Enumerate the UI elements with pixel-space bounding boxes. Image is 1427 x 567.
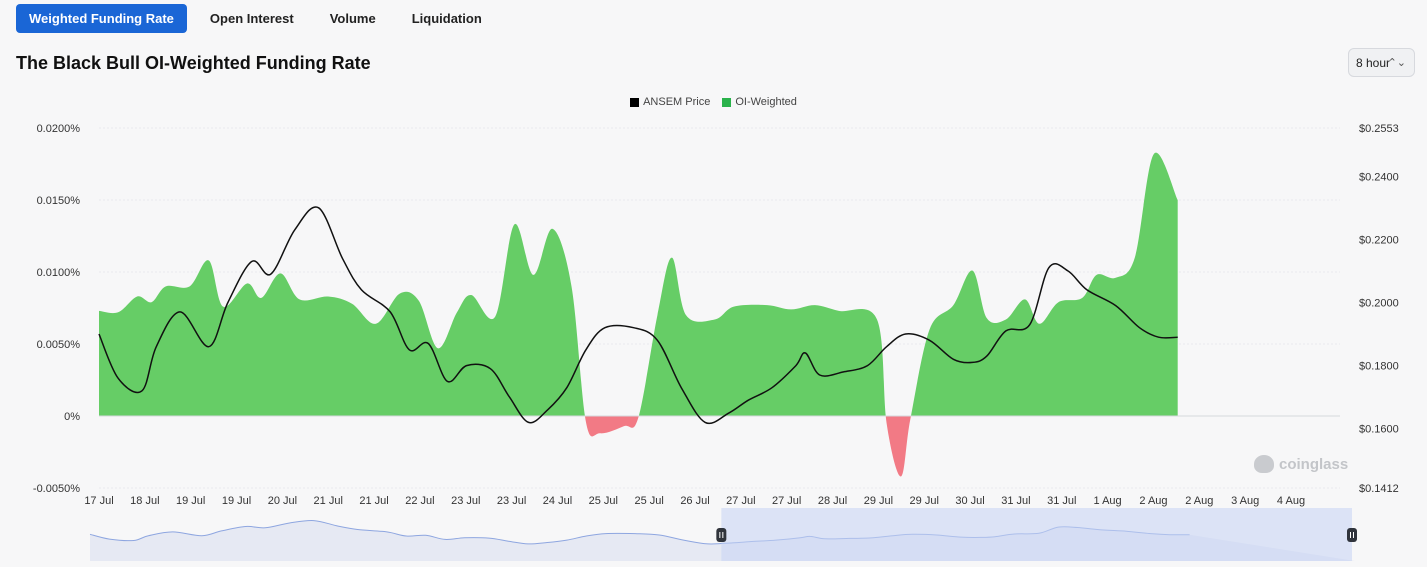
negative-funding-area xyxy=(99,416,1178,477)
x-tick-label: 20 Jul xyxy=(268,495,297,507)
coinglass-logo-icon xyxy=(1254,455,1274,473)
x-tick-label: 23 Jul xyxy=(451,495,480,507)
tab-weighted-funding-rate[interactable]: Weighted Funding Rate xyxy=(16,4,187,33)
x-tick-label: 19 Jul xyxy=(222,495,251,507)
y-left-tick-label: -0.0050% xyxy=(33,483,80,495)
x-tick-label: 29 Jul xyxy=(910,495,939,507)
navigator-selection xyxy=(721,508,1352,561)
y-left-tick-label: 0% xyxy=(64,411,80,423)
y-right-tick-label: $0.2000 xyxy=(1359,297,1399,309)
x-tick-label: 24 Jul xyxy=(543,495,572,507)
chart-tabs: Weighted Funding Rate Open Interest Volu… xyxy=(16,4,495,33)
x-tick-label: 30 Jul xyxy=(955,495,984,507)
y-right-tick-label: $0.2553 xyxy=(1359,123,1399,135)
range-navigator[interactable] xyxy=(89,508,1357,561)
chevron-up-down-icon: ⌃⌄ xyxy=(1387,57,1406,69)
interval-select[interactable]: 8 hour ⌃⌄ xyxy=(1348,48,1415,77)
y-right-tick-label: $0.1800 xyxy=(1359,361,1399,373)
y-left-tick-label: 0.0200% xyxy=(37,123,81,135)
x-tick-label: 22 Jul xyxy=(405,495,434,507)
x-tick-label: 27 Jul xyxy=(772,495,801,507)
watermark-text: coinglass xyxy=(1279,455,1349,473)
navigator-right-handle[interactable] xyxy=(1347,528,1357,542)
tab-volume[interactable]: Volume xyxy=(316,4,389,33)
legend-item-price[interactable]: ANSEM Price xyxy=(630,96,710,108)
navigator-left-handle[interactable] xyxy=(716,528,727,542)
x-tick-label: 29 Jul xyxy=(864,495,893,507)
x-tick-label: 2 Aug xyxy=(1185,495,1213,507)
x-tick-label: 2 Aug xyxy=(1139,495,1167,507)
x-tick-label: 18 Jul xyxy=(130,495,159,507)
legend-item-oi[interactable]: OI-Weighted xyxy=(722,96,797,108)
legend-label-oi: OI-Weighted xyxy=(735,96,797,108)
y-right-tick-label: $0.2400 xyxy=(1359,171,1399,183)
tab-open-interest[interactable]: Open Interest xyxy=(196,4,307,33)
y-right-tick-label: $0.1412 xyxy=(1359,483,1399,495)
x-tick-label: 31 Jul xyxy=(1001,495,1030,507)
x-tick-label: 21 Jul xyxy=(359,495,388,507)
x-tick-label: 25 Jul xyxy=(634,495,663,507)
y-left-tick-label: 0.0100% xyxy=(37,267,81,279)
y-left-tick-label: 0.0150% xyxy=(37,195,81,207)
x-tick-label: 17 Jul xyxy=(84,495,113,507)
legend-swatch-price xyxy=(630,97,640,107)
x-tick-label: 19 Jul xyxy=(176,495,205,507)
y-right-tick-label: $0.2200 xyxy=(1359,234,1399,246)
x-tick-label: 26 Jul xyxy=(680,495,709,507)
legend-swatch-oi xyxy=(722,97,732,107)
coinglass-watermark: coinglass xyxy=(1254,455,1348,473)
tab-liquidation[interactable]: Liquidation xyxy=(398,4,495,33)
x-tick-label: 23 Jul xyxy=(497,495,526,507)
positive-funding-area xyxy=(99,152,1178,416)
funding-rate-areas xyxy=(99,152,1178,477)
x-tick-label: 3 Aug xyxy=(1231,495,1259,507)
interval-value: 8 hour xyxy=(1356,56,1391,70)
y-axis-right: $0.2553 $0.2400 $0.2200 $0.2000 $0.1800 $0.16… xyxy=(1359,123,1399,495)
x-tick-label: 4 Aug xyxy=(1277,495,1305,507)
x-tick-label: 28 Jul xyxy=(818,495,847,507)
x-tick-label: 1 Aug xyxy=(1094,495,1122,507)
y-right-tick-label: $0.1600 xyxy=(1359,424,1399,436)
x-tick-label: 21 Jul xyxy=(314,495,343,507)
x-tick-label: 31 Jul xyxy=(1047,495,1076,507)
y-axis-left: 0.0200% 0.0150% 0.0100% 0.0050% 0% -0.0050% xyxy=(33,123,80,495)
ansem-price-line xyxy=(98,206,1178,425)
chart-legend: ANSEM Price OI-Weighted xyxy=(0,96,1427,108)
x-tick-label: 25 Jul xyxy=(589,495,618,507)
chart-title: The Black Bull OI-Weighted Funding Rate xyxy=(16,53,371,73)
x-tick-label: 27 Jul xyxy=(726,495,755,507)
x-axis: 17 Jul 18 Jul 19 Jul 19 Jul 20 Jul 21 Jul 21 J… xyxy=(84,495,1305,507)
price-line xyxy=(98,206,1178,425)
legend-label-price: ANSEM Price xyxy=(643,96,711,108)
y-left-tick-label: 0.0050% xyxy=(37,339,81,351)
